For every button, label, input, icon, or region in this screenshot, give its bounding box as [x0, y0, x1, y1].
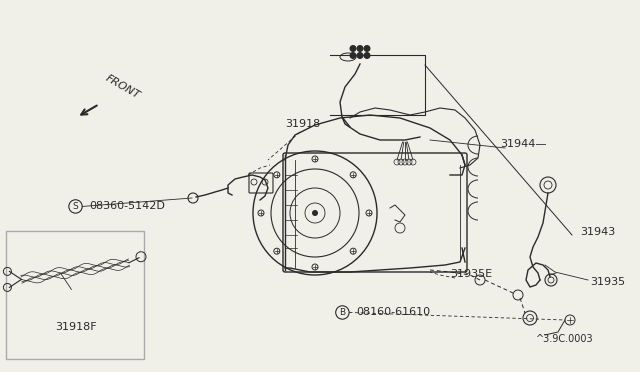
Text: 08360-5142D: 08360-5142D: [90, 202, 166, 211]
Text: ^3.9C.0003: ^3.9C.0003: [536, 334, 594, 344]
Circle shape: [364, 52, 371, 59]
Circle shape: [356, 45, 364, 52]
Text: FRONT: FRONT: [104, 74, 142, 101]
Text: B: B: [339, 308, 346, 317]
Circle shape: [349, 52, 356, 59]
Circle shape: [364, 45, 371, 52]
Text: 31944—: 31944—: [500, 139, 547, 149]
Circle shape: [356, 52, 364, 59]
Text: 31935E: 31935E: [450, 269, 492, 279]
Text: S: S: [73, 202, 78, 211]
Circle shape: [349, 45, 356, 52]
Text: 31943: 31943: [580, 227, 615, 237]
Bar: [6, 231, 144, 359]
Text: 08160-61610: 08160-61610: [356, 308, 430, 317]
Text: 31918: 31918: [285, 119, 320, 129]
Text: 31918F: 31918F: [55, 322, 97, 332]
Text: 31935: 31935: [590, 277, 625, 287]
Circle shape: [312, 210, 318, 216]
